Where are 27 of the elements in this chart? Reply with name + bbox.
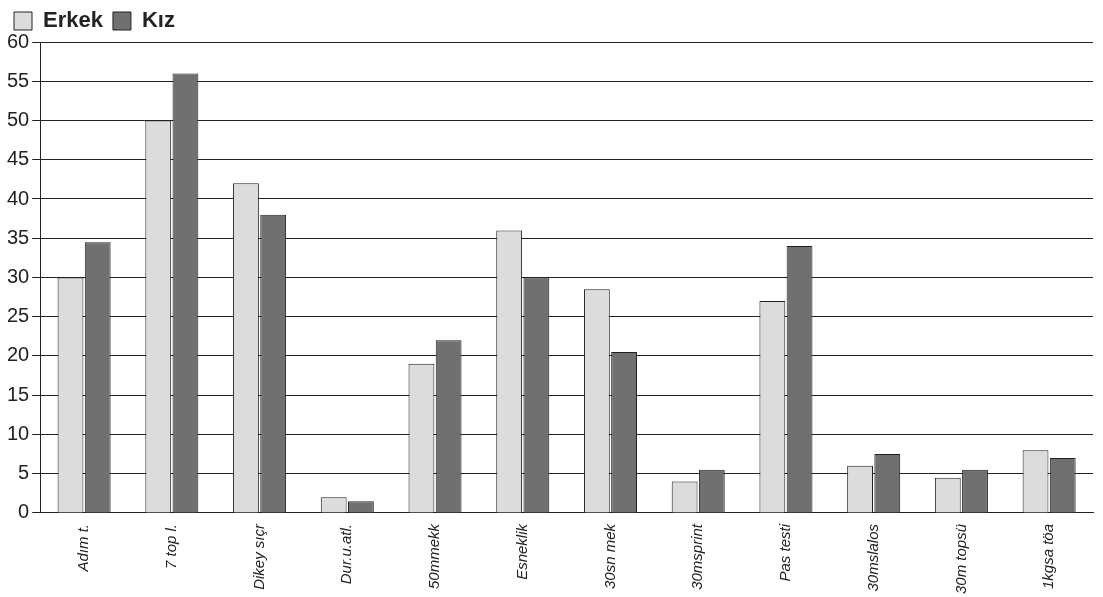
x-tick-label: Pas testi: [776, 523, 794, 582]
legend-label: Erkek: [43, 7, 104, 33]
y-tick-label: 30: [7, 264, 30, 287]
y-tick-label: 5: [18, 461, 30, 484]
y-tick-label: 0: [18, 500, 30, 523]
x-tick-label: Adım t.: [74, 523, 92, 573]
y-tick-label: 55: [7, 68, 30, 91]
y-tick-label: 60: [7, 29, 30, 52]
x-tick-label: Dikey sıçr: [249, 522, 267, 590]
x-tick-label: 30msprint: [688, 523, 706, 590]
y-tick-label: 15: [7, 382, 30, 405]
x-tick-label: Dur.u.atl.: [337, 523, 355, 585]
y-tick-label: 20: [7, 343, 30, 366]
y-tick-label: 35: [7, 225, 30, 248]
x-tick-label: 30sn mek: [600, 522, 618, 590]
x-tick-label: 1kgsa töa: [1039, 523, 1057, 590]
x-tick-label: 30mslalos: [863, 523, 881, 592]
x-tick-label: Esneklik: [512, 522, 530, 580]
y-tick-label: 50: [7, 108, 30, 131]
y-tick-label: 10: [7, 421, 30, 444]
x-tick-label: 30m topsü: [951, 523, 969, 595]
x-tick-label: 7 top l.: [162, 523, 180, 569]
y-tick-label: 25: [7, 304, 30, 327]
x-tick-label: 50mmekk: [425, 522, 443, 589]
y-tick-label: 45: [7, 147, 30, 170]
y-tick-label: 40: [7, 186, 30, 209]
legend-label: Kız: [141, 7, 175, 33]
